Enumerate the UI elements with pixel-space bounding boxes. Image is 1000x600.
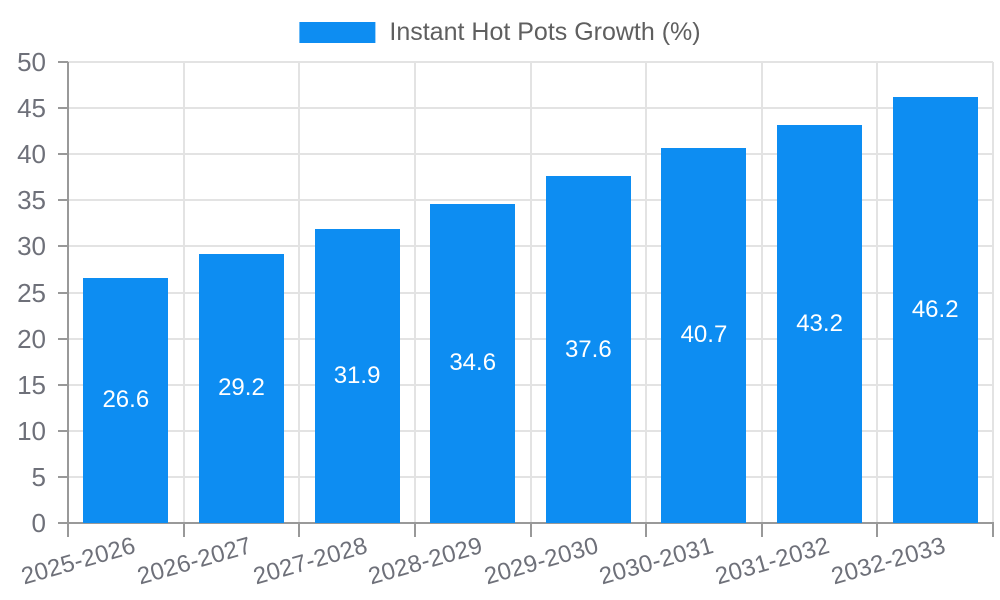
x-axis-category-label: 2029-2030 xyxy=(481,532,602,591)
y-axis-tick-label: 10 xyxy=(17,415,46,446)
gridline-vertical xyxy=(876,62,879,523)
gridline-vertical xyxy=(529,62,532,523)
x-axis-category-label: 2032-2033 xyxy=(827,532,949,591)
y-axis-tick xyxy=(58,291,68,294)
bar-2032-2033[interactable]: 46.2 xyxy=(892,97,978,523)
y-axis-tick-label: 40 xyxy=(17,139,46,170)
y-axis-tick xyxy=(58,199,68,202)
x-axis-category-label: 2027-2028 xyxy=(249,532,371,591)
x-axis-category-label: 2026-2027 xyxy=(134,532,255,591)
y-axis-tick-label: 35 xyxy=(17,185,46,216)
y-axis-tick-label: 30 xyxy=(17,231,46,262)
x-axis-tick xyxy=(298,523,301,537)
bar-value-label: 26.6 xyxy=(102,386,150,414)
legend-item[interactable]: Instant Hot Pots Growth (%) xyxy=(299,18,701,46)
y-axis-tick xyxy=(58,153,68,156)
gridline-vertical xyxy=(760,62,763,523)
bar-value-label: 34.6 xyxy=(449,349,497,377)
gridline-vertical xyxy=(992,62,994,523)
bar-2031-2032[interactable]: 43.2 xyxy=(777,124,863,523)
bar-value-label: 46.2 xyxy=(911,296,959,323)
bar-2026-2027[interactable]: 29.2 xyxy=(198,253,284,523)
bar-value-label: 43.2 xyxy=(796,309,843,337)
bar-value-label: 40.7 xyxy=(680,321,728,349)
y-axis-tick-label: 15 xyxy=(17,369,46,400)
y-axis-line xyxy=(67,62,69,524)
gridline-vertical xyxy=(413,62,416,523)
bar-2027-2028[interactable]: 31.9 xyxy=(314,228,400,523)
y-axis-tick xyxy=(58,522,68,524)
bar-value-label: 29.2 xyxy=(218,374,265,402)
y-axis-tick xyxy=(58,429,68,432)
x-axis-category-label: 2031-2032 xyxy=(712,532,833,591)
x-axis-tick xyxy=(413,523,416,537)
y-axis-tick-label: 45 xyxy=(17,93,46,124)
y-axis-tick-label: 25 xyxy=(17,277,46,308)
x-axis-tick xyxy=(182,523,185,537)
x-axis-tick xyxy=(876,523,879,537)
legend-label: Instant Hot Pots Growth (%) xyxy=(389,18,701,46)
y-axis-tick-label: 0 xyxy=(31,508,46,538)
y-axis-tick xyxy=(58,245,68,248)
y-axis-tick xyxy=(58,475,68,478)
x-axis-line xyxy=(67,522,994,524)
bar-value-label: 31.9 xyxy=(333,361,381,389)
bar-2025-2026[interactable]: 26.6 xyxy=(83,277,169,523)
y-axis-tick xyxy=(58,337,68,340)
x-axis-tick xyxy=(645,523,648,537)
y-axis-tick xyxy=(58,61,68,63)
gridline-vertical xyxy=(182,62,185,523)
x-axis-category-label: 2030-2031 xyxy=(596,532,718,591)
gridline-vertical xyxy=(298,62,301,523)
bar-2029-2030[interactable]: 37.6 xyxy=(545,176,631,523)
legend-swatch-icon xyxy=(299,22,376,43)
y-axis-tick xyxy=(58,383,68,386)
x-axis-category-label: 2028-2029 xyxy=(365,532,486,591)
gridline-vertical xyxy=(645,62,648,523)
x-axis-tick xyxy=(992,523,994,537)
y-axis-tick-label: 50 xyxy=(17,47,46,77)
x-axis-tick xyxy=(760,523,763,537)
x-axis-tick xyxy=(529,523,532,537)
bar-2028-2029[interactable]: 34.6 xyxy=(430,203,516,523)
y-axis-tick-label: 5 xyxy=(31,461,46,492)
y-axis-tick-label: 20 xyxy=(17,323,46,354)
bar-2030-2031[interactable]: 40.7 xyxy=(661,147,747,523)
x-axis-tick xyxy=(67,523,69,537)
bar-value-label: 37.6 xyxy=(564,335,612,363)
y-axis-tick xyxy=(58,107,68,110)
x-axis-category-label: 2025-2026 xyxy=(18,532,139,591)
